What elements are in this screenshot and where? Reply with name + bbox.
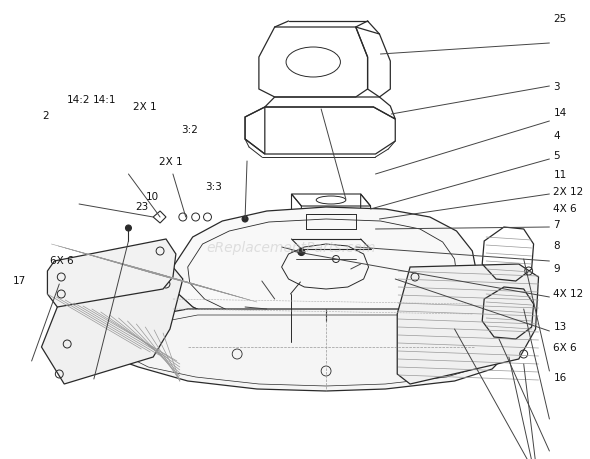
Text: 9: 9 [553,263,560,274]
Text: 3:2: 3:2 [181,124,198,134]
Text: 3:3: 3:3 [205,181,222,191]
Polygon shape [47,240,176,308]
Polygon shape [107,309,509,391]
Text: 4: 4 [553,130,560,140]
Text: 2X 1: 2X 1 [133,101,156,112]
Text: 2: 2 [42,111,48,121]
Text: 6X 6: 6X 6 [50,256,73,266]
Text: 3: 3 [553,82,560,92]
Text: 4X 6: 4X 6 [553,204,577,214]
Text: 2X 1: 2X 1 [159,157,182,167]
Text: 14:1: 14:1 [93,95,117,105]
Text: 5: 5 [553,151,560,161]
Text: 2X 12: 2X 12 [553,187,584,197]
Text: 10: 10 [146,191,159,202]
Text: 11: 11 [553,169,566,179]
Polygon shape [397,264,539,384]
Text: 16: 16 [553,372,566,382]
Text: 7: 7 [553,220,560,230]
Text: eReplacementParts.com: eReplacementParts.com [206,241,376,254]
Text: 17: 17 [13,275,26,285]
Text: 23: 23 [135,202,149,212]
Circle shape [242,217,248,223]
Text: 8: 8 [553,241,560,251]
Text: 14: 14 [553,107,566,118]
Circle shape [126,225,132,231]
Circle shape [322,357,330,365]
Circle shape [298,249,305,256]
Polygon shape [41,268,183,384]
Polygon shape [170,207,476,334]
Text: 14:2: 14:2 [67,95,90,105]
Text: 25: 25 [553,14,566,24]
Text: 4X 12: 4X 12 [553,289,584,299]
Polygon shape [173,289,473,361]
Text: 6X 6: 6X 6 [553,342,577,353]
Text: 13: 13 [553,321,566,331]
